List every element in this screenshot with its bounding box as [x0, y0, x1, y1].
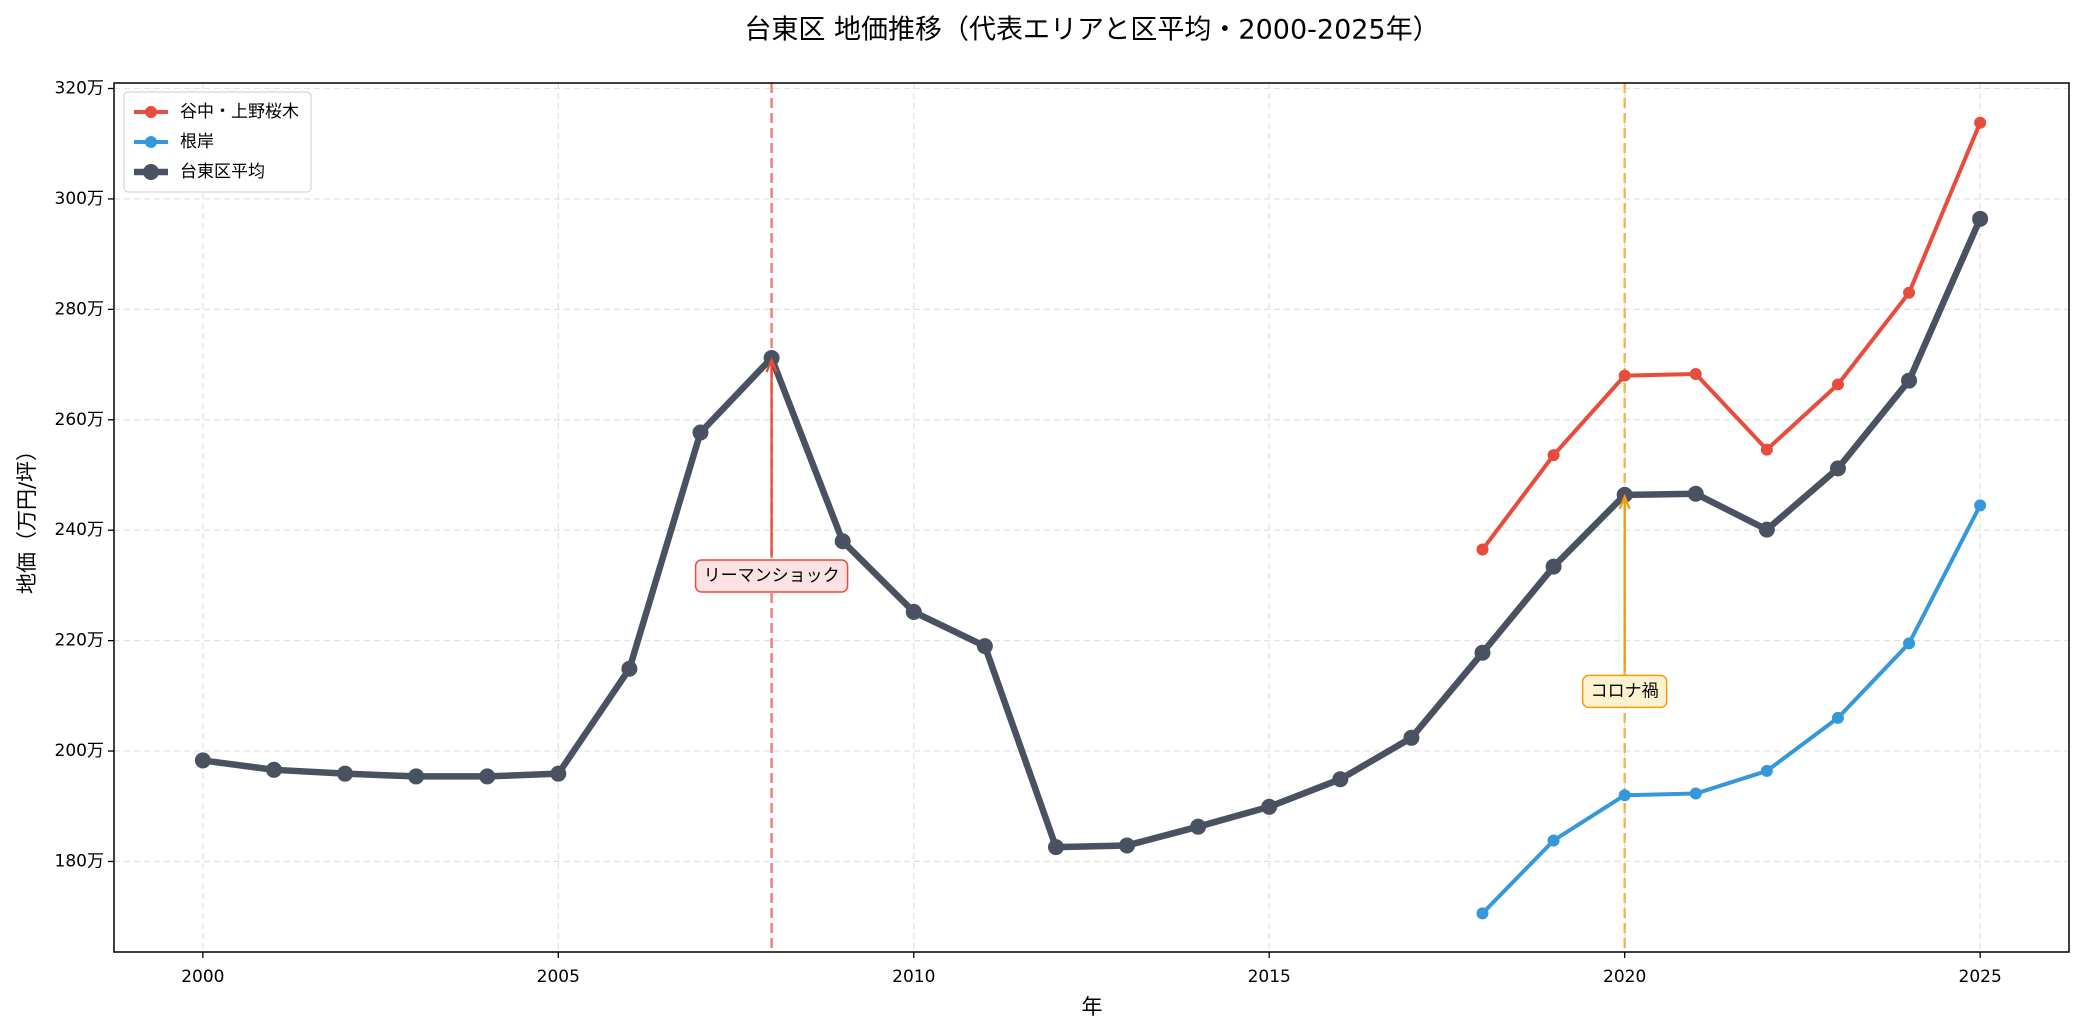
data-point — [1547, 449, 1560, 462]
data-point — [1901, 372, 1918, 389]
data-point — [194, 752, 211, 769]
data-point — [1687, 485, 1704, 502]
y-tick-label: 220万 — [55, 631, 104, 651]
annotation: コロナ禍 — [1581, 674, 1668, 709]
data-point — [1618, 789, 1631, 802]
data-point — [1332, 771, 1349, 788]
x-tick-label: 2015 — [1248, 967, 1291, 987]
data-point — [1831, 378, 1844, 391]
data-point — [1903, 637, 1916, 650]
data-point — [1403, 729, 1420, 746]
data-point — [1689, 787, 1702, 800]
data-point — [1476, 543, 1489, 556]
data-point — [1476, 907, 1489, 920]
legend-label: 谷中・上野桜木 — [180, 102, 299, 122]
annotation-box — [1581, 674, 1668, 709]
data-point — [479, 768, 496, 785]
data-point — [834, 533, 851, 550]
x-axis-label: 年 — [1082, 995, 1103, 1019]
series-line — [1480, 121, 1982, 551]
data-point — [1760, 443, 1773, 456]
y-tick-label: 320万 — [55, 79, 104, 99]
y-axis-label: 地価（万円/坪） — [15, 440, 39, 594]
data-point — [1903, 286, 1916, 299]
x-tick-label: 2005 — [537, 967, 580, 987]
data-point — [1689, 367, 1702, 380]
series-line — [1481, 504, 1982, 915]
data-point — [550, 765, 567, 782]
data-point — [1261, 798, 1278, 815]
legend-box — [123, 91, 312, 193]
annotation-text: リーマンショック — [704, 566, 840, 586]
data-point — [1618, 369, 1631, 382]
data-point — [1119, 837, 1136, 854]
x-tick-label: 2020 — [1603, 967, 1646, 987]
annotation-text: コロナ禍 — [1591, 681, 1659, 701]
arrow-head — [765, 356, 778, 373]
data-point — [1974, 116, 1987, 129]
data-point — [1190, 818, 1207, 835]
y-tick-label: 200万 — [55, 741, 104, 761]
data-point — [1972, 210, 1989, 227]
data-point — [1545, 558, 1562, 575]
annotation-box — [694, 559, 849, 593]
data-point — [905, 603, 922, 620]
data-point — [1047, 839, 1064, 856]
legend-label: 根岸 — [180, 132, 214, 152]
data-point — [265, 761, 282, 778]
data-point — [1829, 460, 1846, 477]
data-point — [337, 765, 354, 782]
y-tick-label: 260万 — [55, 410, 104, 430]
data-point — [976, 638, 993, 655]
chart-title: 台東区 地価推移（代表エリアと区平均・2000-2025年） — [744, 15, 1439, 46]
legend-marker — [143, 164, 159, 180]
legend-marker — [145, 106, 157, 118]
x-tick-label: 2010 — [892, 967, 935, 987]
data-point — [1758, 521, 1775, 538]
data-point — [621, 660, 638, 677]
x-tick-label: 2025 — [1959, 967, 2002, 987]
data-point — [1474, 644, 1491, 661]
data-point — [692, 424, 709, 441]
annotation: リーマンショック — [694, 559, 849, 593]
arrow-head — [1618, 493, 1631, 510]
y-tick-label: 180万 — [55, 851, 104, 871]
legend-label: 台東区平均 — [180, 162, 265, 182]
legend-marker — [145, 136, 157, 148]
data-point — [1760, 764, 1773, 777]
y-tick-label: 280万 — [55, 299, 104, 319]
data-point — [1974, 499, 1987, 512]
data-point — [1547, 834, 1560, 847]
data-point — [408, 768, 425, 785]
y-tick-label: 240万 — [55, 520, 104, 540]
y-tick-label: 300万 — [55, 189, 104, 209]
series-line — [202, 217, 1984, 851]
plot-frame — [113, 82, 2070, 953]
x-tick-label: 2000 — [181, 967, 224, 987]
data-point — [1831, 711, 1844, 724]
